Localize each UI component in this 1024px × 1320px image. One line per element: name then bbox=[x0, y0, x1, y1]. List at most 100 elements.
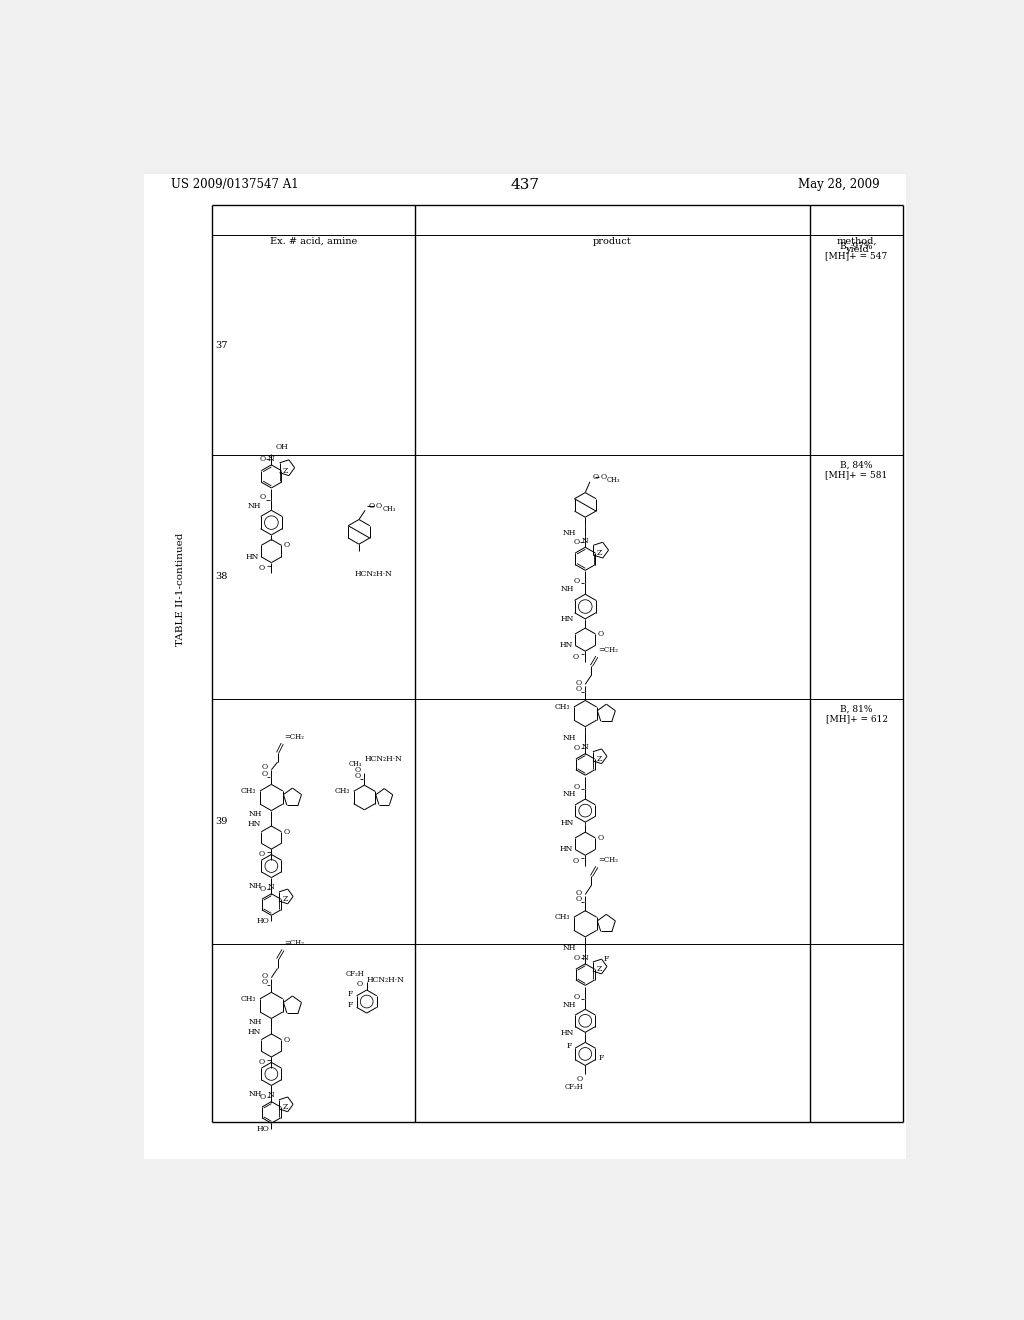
Text: N: N bbox=[268, 454, 274, 462]
Text: O: O bbox=[573, 537, 580, 546]
Text: O: O bbox=[261, 978, 267, 986]
Text: product: product bbox=[593, 238, 632, 246]
Text: Z: Z bbox=[283, 1104, 288, 1111]
Text: O: O bbox=[598, 834, 604, 842]
Text: US 2009/0137547 A1: US 2009/0137547 A1 bbox=[171, 178, 298, 190]
Text: O: O bbox=[575, 678, 582, 686]
Text: B, 97%: B, 97% bbox=[841, 242, 872, 251]
Text: HN: HN bbox=[561, 818, 574, 826]
Text: HN: HN bbox=[561, 615, 574, 623]
Text: O: O bbox=[260, 886, 266, 894]
Text: O: O bbox=[601, 473, 607, 482]
Text: N: N bbox=[582, 743, 589, 751]
Text: NH: NH bbox=[562, 529, 575, 537]
Text: CH₃: CH₃ bbox=[382, 504, 395, 512]
Text: HO: HO bbox=[256, 917, 269, 925]
Text: N: N bbox=[268, 883, 274, 891]
Text: NH: NH bbox=[247, 503, 260, 511]
Text: NH: NH bbox=[562, 791, 575, 799]
Text: NH: NH bbox=[249, 810, 262, 818]
Text: CF₂H: CF₂H bbox=[564, 1084, 583, 1092]
Text: O: O bbox=[575, 685, 582, 693]
Text: B, 84%: B, 84% bbox=[841, 461, 872, 470]
Text: F: F bbox=[347, 990, 352, 998]
Text: =CH₂: =CH₂ bbox=[284, 733, 304, 741]
Text: May 28, 2009: May 28, 2009 bbox=[798, 178, 880, 190]
Text: NH: NH bbox=[561, 585, 574, 593]
Text: O: O bbox=[573, 744, 580, 752]
Text: HN: HN bbox=[559, 642, 572, 649]
Text: O: O bbox=[259, 1059, 265, 1067]
Text: CH₃: CH₃ bbox=[334, 787, 349, 796]
Text: O: O bbox=[284, 828, 290, 836]
Text: O: O bbox=[573, 577, 580, 585]
Text: N: N bbox=[582, 953, 589, 961]
Text: CH₃: CH₃ bbox=[241, 995, 256, 1003]
Text: O: O bbox=[260, 1093, 266, 1101]
Text: 437: 437 bbox=[510, 178, 540, 191]
Text: HN: HN bbox=[559, 846, 572, 854]
Text: O: O bbox=[261, 763, 267, 771]
Text: O: O bbox=[573, 993, 580, 1001]
Text: O: O bbox=[376, 502, 382, 510]
Text: 38: 38 bbox=[215, 573, 227, 581]
Text: CH₃: CH₃ bbox=[607, 477, 621, 484]
Text: O: O bbox=[573, 954, 580, 962]
Text: O: O bbox=[354, 766, 360, 774]
Text: B, 81%: B, 81% bbox=[841, 705, 872, 714]
Text: O: O bbox=[356, 981, 362, 989]
Text: CH₃: CH₃ bbox=[554, 704, 569, 711]
Text: O: O bbox=[284, 1036, 290, 1044]
Text: F: F bbox=[598, 1053, 604, 1061]
Text: O: O bbox=[259, 564, 265, 572]
Text: F: F bbox=[347, 1002, 352, 1010]
Text: CH₃: CH₃ bbox=[241, 787, 256, 795]
Text: Z: Z bbox=[597, 549, 602, 557]
Text: N: N bbox=[582, 537, 589, 545]
Text: method,: method, bbox=[837, 238, 877, 246]
Text: O: O bbox=[575, 888, 582, 898]
Text: 39: 39 bbox=[215, 817, 227, 826]
Text: O: O bbox=[598, 630, 604, 638]
Text: O: O bbox=[260, 455, 266, 463]
Text: O: O bbox=[260, 494, 266, 502]
Text: O: O bbox=[575, 895, 582, 903]
Text: Z: Z bbox=[596, 965, 601, 973]
Text: Ex. # acid, amine: Ex. # acid, amine bbox=[269, 238, 356, 246]
Text: NH: NH bbox=[249, 1089, 262, 1097]
Text: F: F bbox=[604, 956, 609, 964]
Text: O: O bbox=[593, 473, 599, 482]
Text: NH: NH bbox=[562, 734, 575, 742]
Text: CF₂H: CF₂H bbox=[346, 970, 365, 978]
Text: HN: HN bbox=[246, 553, 259, 561]
Text: O: O bbox=[572, 857, 579, 865]
Text: NH: NH bbox=[562, 1001, 575, 1008]
Text: F: F bbox=[567, 1043, 572, 1051]
Text: O: O bbox=[572, 652, 579, 660]
Text: NH: NH bbox=[249, 1018, 262, 1027]
Text: OH: OH bbox=[275, 444, 288, 451]
Text: [MH]+ = 612: [MH]+ = 612 bbox=[825, 714, 888, 723]
Text: [MH]+ = 547: [MH]+ = 547 bbox=[825, 251, 888, 260]
Text: Z: Z bbox=[283, 467, 289, 475]
Text: HCN₂H·N: HCN₂H·N bbox=[365, 755, 402, 763]
Text: NH: NH bbox=[562, 944, 575, 952]
Text: yield: yield bbox=[845, 244, 868, 253]
Text: CH₃: CH₃ bbox=[554, 913, 569, 921]
Text: N: N bbox=[268, 1092, 274, 1100]
Text: Z: Z bbox=[283, 895, 288, 903]
Text: =CH₂: =CH₂ bbox=[598, 645, 618, 653]
Text: CH₃: CH₃ bbox=[349, 759, 362, 768]
Text: HN: HN bbox=[247, 820, 260, 828]
Text: HO: HO bbox=[256, 1125, 269, 1133]
Text: O: O bbox=[261, 771, 267, 779]
Text: O: O bbox=[577, 1076, 583, 1084]
Text: O: O bbox=[261, 972, 267, 981]
Text: [MH]+ = 581: [MH]+ = 581 bbox=[825, 470, 888, 479]
Text: =CH₂: =CH₂ bbox=[598, 855, 618, 863]
Text: O: O bbox=[369, 502, 375, 510]
Text: HN: HN bbox=[247, 1028, 260, 1036]
Text: TABLE II-1-continued: TABLE II-1-continued bbox=[176, 533, 185, 647]
Text: O: O bbox=[354, 772, 360, 780]
Text: O: O bbox=[284, 541, 290, 549]
